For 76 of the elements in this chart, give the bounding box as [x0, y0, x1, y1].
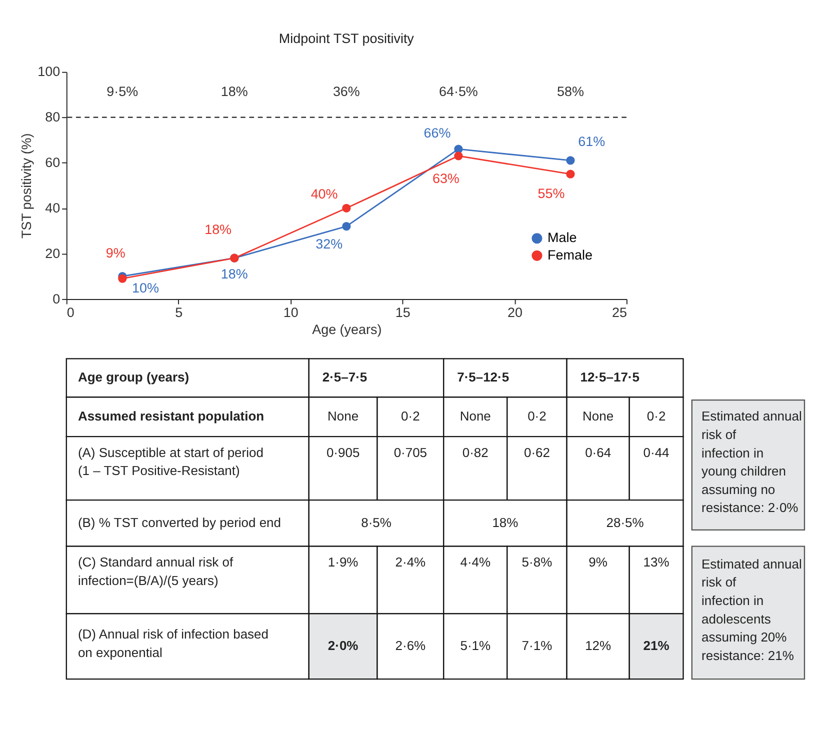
text: None — [582, 408, 614, 424]
text: 2·5–7·5 — [322, 370, 368, 385]
x-axis-title: Age (years) — [312, 322, 382, 338]
data-label: 18% — [220, 266, 248, 282]
chart-title: Midpoint TST positivity — [278, 31, 414, 46]
text: 21% — [643, 638, 670, 654]
legend-label: Female — [548, 248, 592, 263]
text: 28·5% — [606, 515, 644, 530]
point — [342, 222, 351, 231]
text: None — [460, 408, 491, 424]
text: Assumed resistant population — [78, 408, 264, 424]
text: Estimated annual risk of infection in young children assuming no resistance: 2·0% — [702, 408, 802, 516]
text: 4·4% — [460, 554, 491, 570]
annotation: 9·5% — [106, 84, 138, 100]
text: 7·5–12·5 — [457, 370, 510, 385]
text: 8·5% — [361, 515, 392, 530]
y-tick-label: 20 — [45, 246, 60, 261]
data-label: 9% — [106, 245, 126, 260]
text: 0·44 — [643, 444, 670, 460]
text: 0·2 — [401, 408, 420, 424]
data-label: 55% — [538, 186, 565, 202]
text: 7·1% — [522, 638, 553, 654]
data-label: 66% — [424, 126, 451, 141]
text: None — [328, 408, 359, 424]
text: 1·9% — [328, 554, 359, 570]
x-tick-label: 25 — [612, 304, 627, 320]
text: 5·1% — [460, 638, 491, 654]
point — [566, 156, 575, 165]
text: 0·2 — [528, 408, 546, 424]
text: 0·62 — [524, 444, 550, 460]
annotation: 64·5% — [438, 84, 478, 100]
annotation: 18% — [220, 84, 248, 100]
x-tick-label: 5 — [175, 304, 183, 320]
x-tick-label: 20 — [507, 304, 522, 320]
text: 13% — [643, 554, 670, 570]
data-label: 10% — [132, 280, 159, 296]
text: 2·4% — [395, 554, 426, 570]
annotation: 36% — [332, 84, 360, 100]
legend-label: Male — [548, 230, 577, 246]
text: Age group (years) — [78, 370, 190, 385]
text: 18% — [492, 515, 519, 530]
y-tick-label: 60 — [45, 155, 60, 170]
point — [342, 204, 351, 212]
text: 2·6% — [395, 638, 426, 654]
point — [566, 170, 575, 178]
y-tick-label: 100 — [38, 64, 60, 80]
text: (B) % TST converted by period end — [78, 515, 281, 530]
text: 0·905 — [326, 444, 360, 460]
y-tick-label: 40 — [45, 200, 60, 216]
data-label: 61% — [578, 134, 606, 150]
annotation: 58% — [556, 84, 584, 100]
text: 0·2 — [646, 408, 666, 424]
text: 9% — [588, 554, 608, 570]
data-label: 18% — [204, 222, 232, 238]
text: 0·64 — [585, 444, 612, 460]
text: Estimated annual risk of infection in adolescents assuming 20% resistance: 21% — [702, 556, 802, 663]
text: 5·8% — [522, 554, 553, 570]
x-tick-label: 10 — [283, 304, 298, 320]
x-tick-label: 0 — [66, 304, 74, 320]
text: (C) Standard annual risk of infection=(B/A)/(5 years) — [78, 554, 234, 588]
text: (D) Annual risk of infection based on exponential — [78, 626, 268, 660]
text: 0·82 — [462, 444, 488, 460]
text: 12·5–17·5 — [580, 370, 640, 385]
data-label: 63% — [432, 170, 460, 186]
y-tick-label: 80 — [45, 110, 60, 125]
text: 12% — [585, 638, 612, 654]
y-axis-title: TST positivity (%) — [18, 133, 34, 239]
y-tick-label: 0 — [52, 291, 60, 306]
text: (A) Susceptible at start of period (1 – TST Positive-Resistant) — [78, 444, 264, 478]
data-label: 32% — [316, 236, 343, 252]
x-tick-label: 15 — [395, 304, 410, 320]
point — [118, 274, 127, 283]
text: 2·0% — [328, 638, 359, 654]
data-label: 40% — [310, 186, 338, 202]
text: 0·705 — [394, 444, 428, 460]
point — [454, 152, 463, 160]
